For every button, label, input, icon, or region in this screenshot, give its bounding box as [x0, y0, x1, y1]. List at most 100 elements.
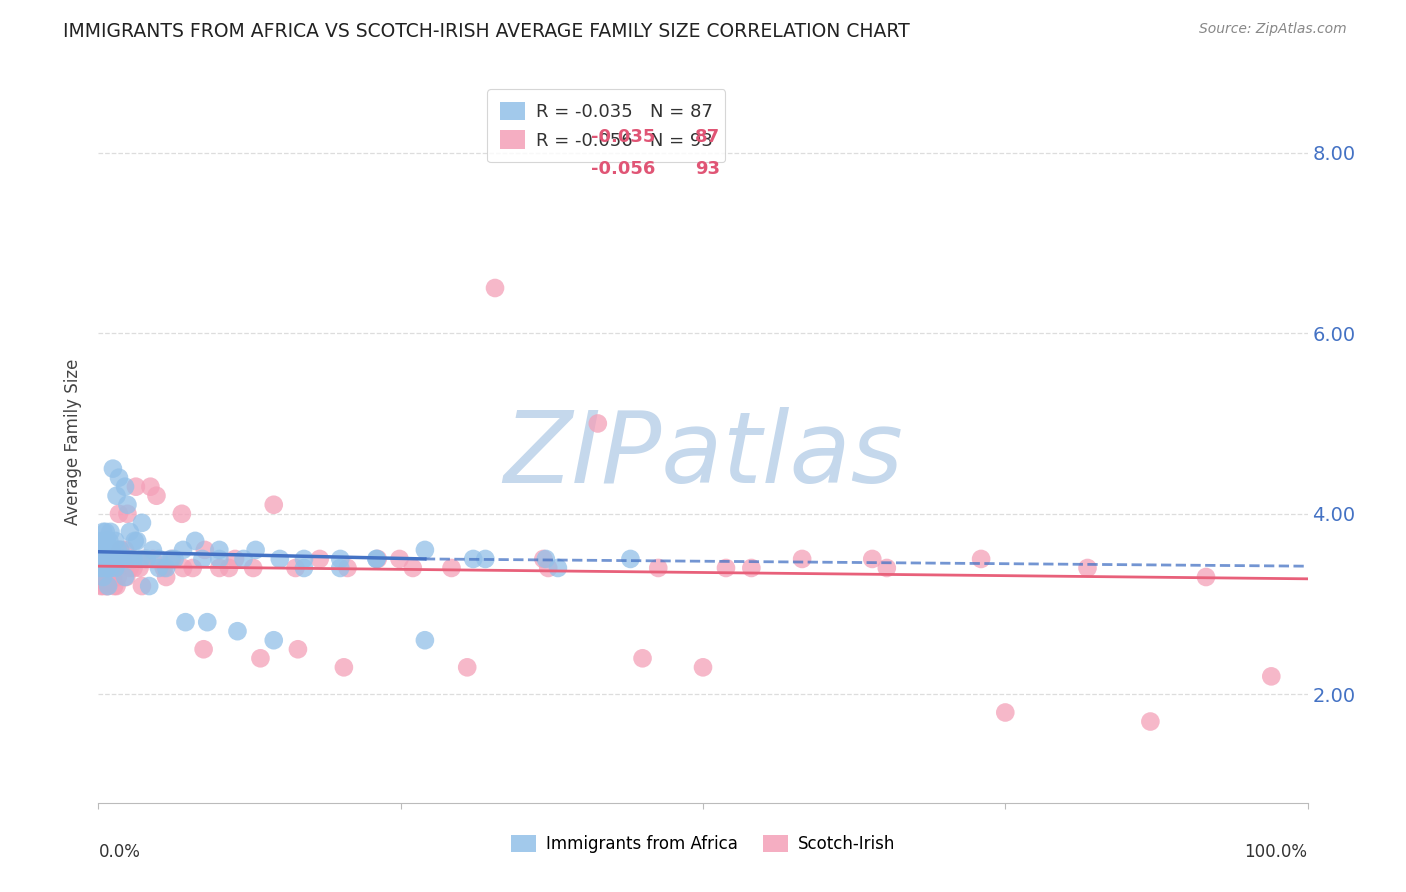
Point [131, 516, 153, 530]
Point [94, 542, 117, 557]
Point [96, 552, 118, 566]
Point [336, 561, 359, 575]
Point [792, 552, 814, 566]
Point [194, 542, 217, 557]
Point [90, 533, 112, 548]
Point [484, 281, 506, 295]
Point [174, 615, 197, 630]
Point [91, 552, 114, 566]
Point [96, 533, 118, 548]
Point [110, 552, 132, 566]
Point [103, 579, 125, 593]
Text: -0.056: -0.056 [591, 160, 655, 178]
Point [1076, 561, 1098, 575]
Point [94, 552, 117, 566]
Point [100, 552, 122, 566]
Text: 0.0%: 0.0% [98, 843, 141, 861]
Point [127, 533, 149, 548]
Point [93, 561, 115, 575]
Point [366, 552, 388, 566]
Point [160, 552, 183, 566]
Text: 93: 93 [696, 160, 720, 178]
Point [96, 561, 118, 575]
Point [138, 579, 160, 593]
Point [195, 615, 218, 630]
Point [172, 561, 194, 575]
Point [89, 552, 111, 566]
Point [1260, 669, 1282, 683]
Point [269, 552, 291, 566]
Point [91, 542, 114, 557]
Text: Source: ZipAtlas.com: Source: ZipAtlas.com [1199, 22, 1347, 37]
Point [91, 561, 114, 575]
Point [101, 461, 124, 475]
Point [93, 552, 115, 566]
Point [104, 533, 127, 548]
Point [114, 542, 136, 557]
Point [91, 561, 114, 575]
Point [139, 480, 162, 494]
Point [994, 706, 1017, 720]
Point [105, 552, 128, 566]
Point [105, 489, 128, 503]
Point [98, 552, 121, 566]
Point [93, 561, 115, 575]
Point [692, 660, 714, 674]
Point [128, 561, 150, 575]
Point [155, 570, 177, 584]
Point [89, 570, 111, 584]
Point [96, 579, 118, 593]
Point [226, 624, 249, 639]
Point [129, 552, 152, 566]
Point [91, 570, 114, 584]
Point [242, 561, 264, 575]
Point [170, 507, 193, 521]
Point [100, 570, 122, 584]
Point [97, 552, 120, 566]
Point [93, 561, 115, 575]
Point [184, 533, 207, 548]
Point [111, 552, 134, 566]
Point [586, 417, 609, 431]
Point [100, 552, 122, 566]
Point [1195, 570, 1218, 584]
Point [93, 552, 115, 566]
Point [97, 579, 120, 593]
Point [91, 552, 114, 566]
Point [208, 552, 231, 566]
Point [263, 498, 285, 512]
Point [91, 552, 114, 566]
Point [287, 642, 309, 657]
Point [108, 542, 131, 557]
Point [98, 561, 121, 575]
Y-axis label: Average Family Size: Average Family Size [63, 359, 82, 524]
Text: -0.035: -0.035 [591, 128, 655, 145]
Text: 100.0%: 100.0% [1244, 843, 1308, 861]
Point [191, 552, 214, 566]
Point [110, 552, 132, 566]
Point [89, 542, 111, 557]
Point [135, 552, 157, 566]
Point [104, 561, 127, 575]
Point [537, 561, 560, 575]
Point [98, 552, 121, 566]
Point [142, 552, 165, 566]
Point [145, 489, 167, 503]
Point [155, 561, 177, 575]
Point [329, 561, 352, 575]
Point [104, 561, 127, 575]
Point [456, 660, 478, 674]
Point [107, 542, 129, 557]
Point [121, 552, 143, 566]
Point [94, 524, 117, 539]
Point [107, 552, 129, 566]
Point [172, 542, 194, 557]
Point [122, 561, 145, 575]
Point [94, 552, 117, 566]
Point [308, 552, 330, 566]
Point [292, 552, 315, 566]
Point [98, 533, 121, 548]
Point [118, 524, 141, 539]
Point [402, 561, 425, 575]
Point [118, 561, 141, 575]
